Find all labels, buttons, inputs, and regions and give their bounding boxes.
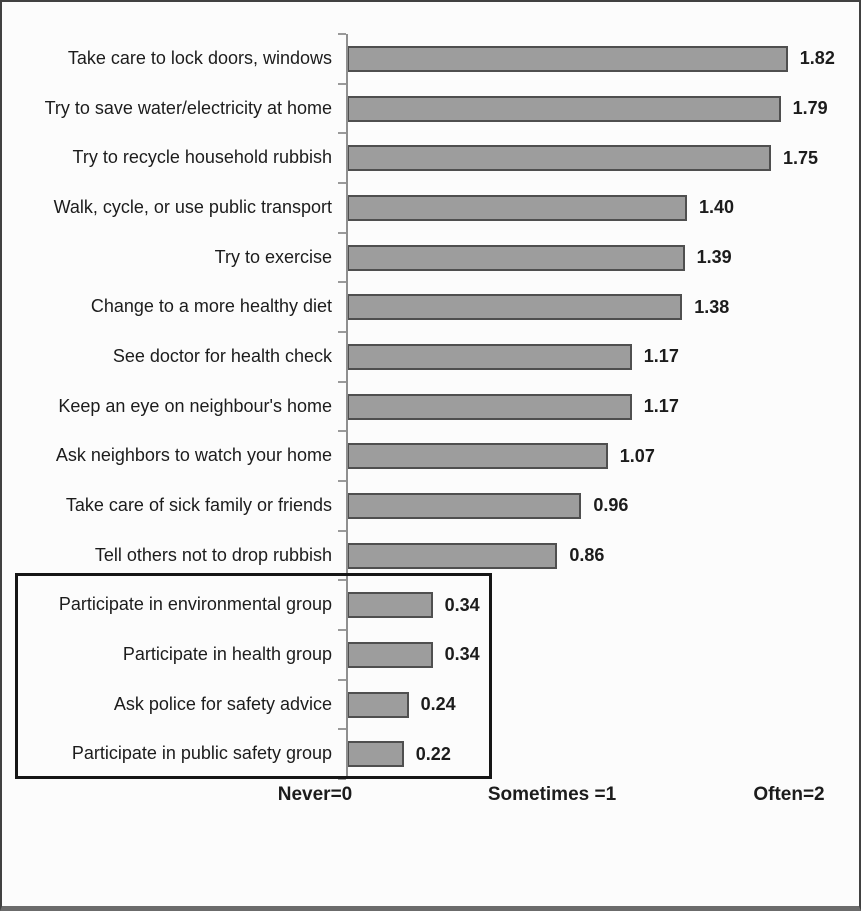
category-label: Take care to lock doors, windows [67,47,332,68]
value-label: 1.17 [643,396,679,417]
category-label: Walk, cycle, or use public transport [53,196,332,217]
bar-row: Change to a more healthy diet 1.38 [2,282,859,332]
bar [347,691,409,718]
bar-zone: 1.17 [347,393,679,420]
value-label: 1.39 [696,247,732,268]
category-label: Change to a more healthy diet [90,296,332,317]
axis-tick [338,33,346,35]
value-label: 1.38 [694,296,730,317]
x-axis-label-sometimes: Sometimes =1 [487,784,617,805]
bar-row: See doctor for health check 1.17 [2,332,859,382]
category-label: Try to save water/electricity at home [44,97,332,118]
y-axis [338,33,348,780]
category-label: Participate in health group [122,644,332,664]
category-label: Tell others not to drop rubbish [94,544,332,565]
bar [347,294,683,321]
bar-row: Walk, cycle, or use public transport 1.4… [2,183,859,233]
bar-zone: 0.34 [347,592,480,619]
bar-zone: 1.40 [347,194,735,221]
bar-row: Take care of sick family or friends 0.96 [2,481,859,531]
bar-row: Try to exercise 1.39 [2,233,859,283]
bar-zone: 1.82 [347,45,835,72]
value-label: 1.79 [792,98,828,118]
bar-zone: 0.96 [347,492,629,519]
plot-area: Take care to lock doors, windows 1.82 Tr… [2,34,859,779]
bar-row: Try to save water/electricity at home 1.… [2,84,859,134]
bar-zone: 1.07 [347,443,655,470]
axis-tick [338,430,346,433]
bar [347,741,404,768]
axis-tick [338,529,346,532]
x-axis-label-often: Often=2 [753,784,825,805]
category-label: Try to recycle household rubbish [72,147,332,168]
value-label: 0.34 [444,644,480,665]
axis-tick [338,629,346,631]
bar-row: Keep an eye on neighbour's home 1.17 [2,382,859,432]
value-label: 0.34 [444,594,480,615]
axis-tick [338,678,346,681]
axis-tick [338,331,346,333]
bar [347,641,433,668]
bar-zone: 1.75 [347,145,819,172]
value-label: 1.40 [699,197,735,218]
bar-zone: 1.39 [347,244,732,271]
value-label: 1.82 [799,48,835,69]
category-label: Ask police for safety advice [113,693,332,714]
bar [347,443,608,470]
value-label: 0.24 [420,694,456,715]
bar [347,393,632,420]
axis-tick [338,728,346,731]
value-label: 1.17 [643,346,679,367]
x-axis-label-never: Never=0 [277,784,353,805]
category-label: Participate in public safety group [71,743,332,764]
category-label: Take care of sick family or friends [65,494,332,515]
bar-zone: 0.86 [347,542,605,569]
bar-row: Tell others not to drop rubbish 0.86 [2,531,859,581]
bar-zone: 0.22 [347,741,451,768]
bar [347,244,685,271]
bar [347,194,687,221]
axis-tick [338,380,346,383]
bar [347,492,582,519]
axis-tick [338,132,346,135]
bar-row: Take care to lock doors, windows 1.82 [2,34,859,84]
value-label: 0.22 [415,743,451,764]
axis-tick [338,778,346,780]
bar-row: Participate in health group 0.34 [2,630,859,680]
bar-row: Ask police for safety advice 0.24 [2,680,859,730]
bar-row: Participate in environmental group 0.34 [2,580,859,630]
category-label: See doctor for health check [112,345,332,366]
bar-zone: 0.34 [347,641,480,668]
bar [347,45,788,72]
bar-zone: 1.38 [347,294,730,321]
axis-tick [338,281,346,284]
value-label: 0.96 [593,495,629,516]
value-label: 0.86 [569,545,605,566]
category-label: Participate in environmental group [58,594,332,615]
axis-tick [338,182,346,184]
axis-tick [338,579,346,582]
bar [347,145,771,172]
bar-row: Participate in public safety group 0.22 [2,729,859,779]
value-label: 1.07 [619,445,655,466]
bar [347,95,781,122]
axis-tick [338,231,346,234]
bar-zone: 1.79 [347,95,828,122]
value-label: 1.75 [783,147,819,168]
category-label: Keep an eye on neighbour's home [58,395,332,416]
category-label: Try to exercise [214,246,332,267]
axis-tick [338,480,346,482]
category-label: Ask neighbors to watch your home [55,445,332,466]
bar [347,592,433,619]
bar-zone: 0.24 [347,691,456,718]
bar [347,542,558,569]
bar [347,343,632,370]
bar-row: Ask neighbors to watch your home 1.07 [2,431,859,481]
axis-tick [338,82,346,85]
bar-row: Try to recycle household rubbish 1.75 [2,133,859,183]
bar-zone: 1.17 [347,343,679,370]
